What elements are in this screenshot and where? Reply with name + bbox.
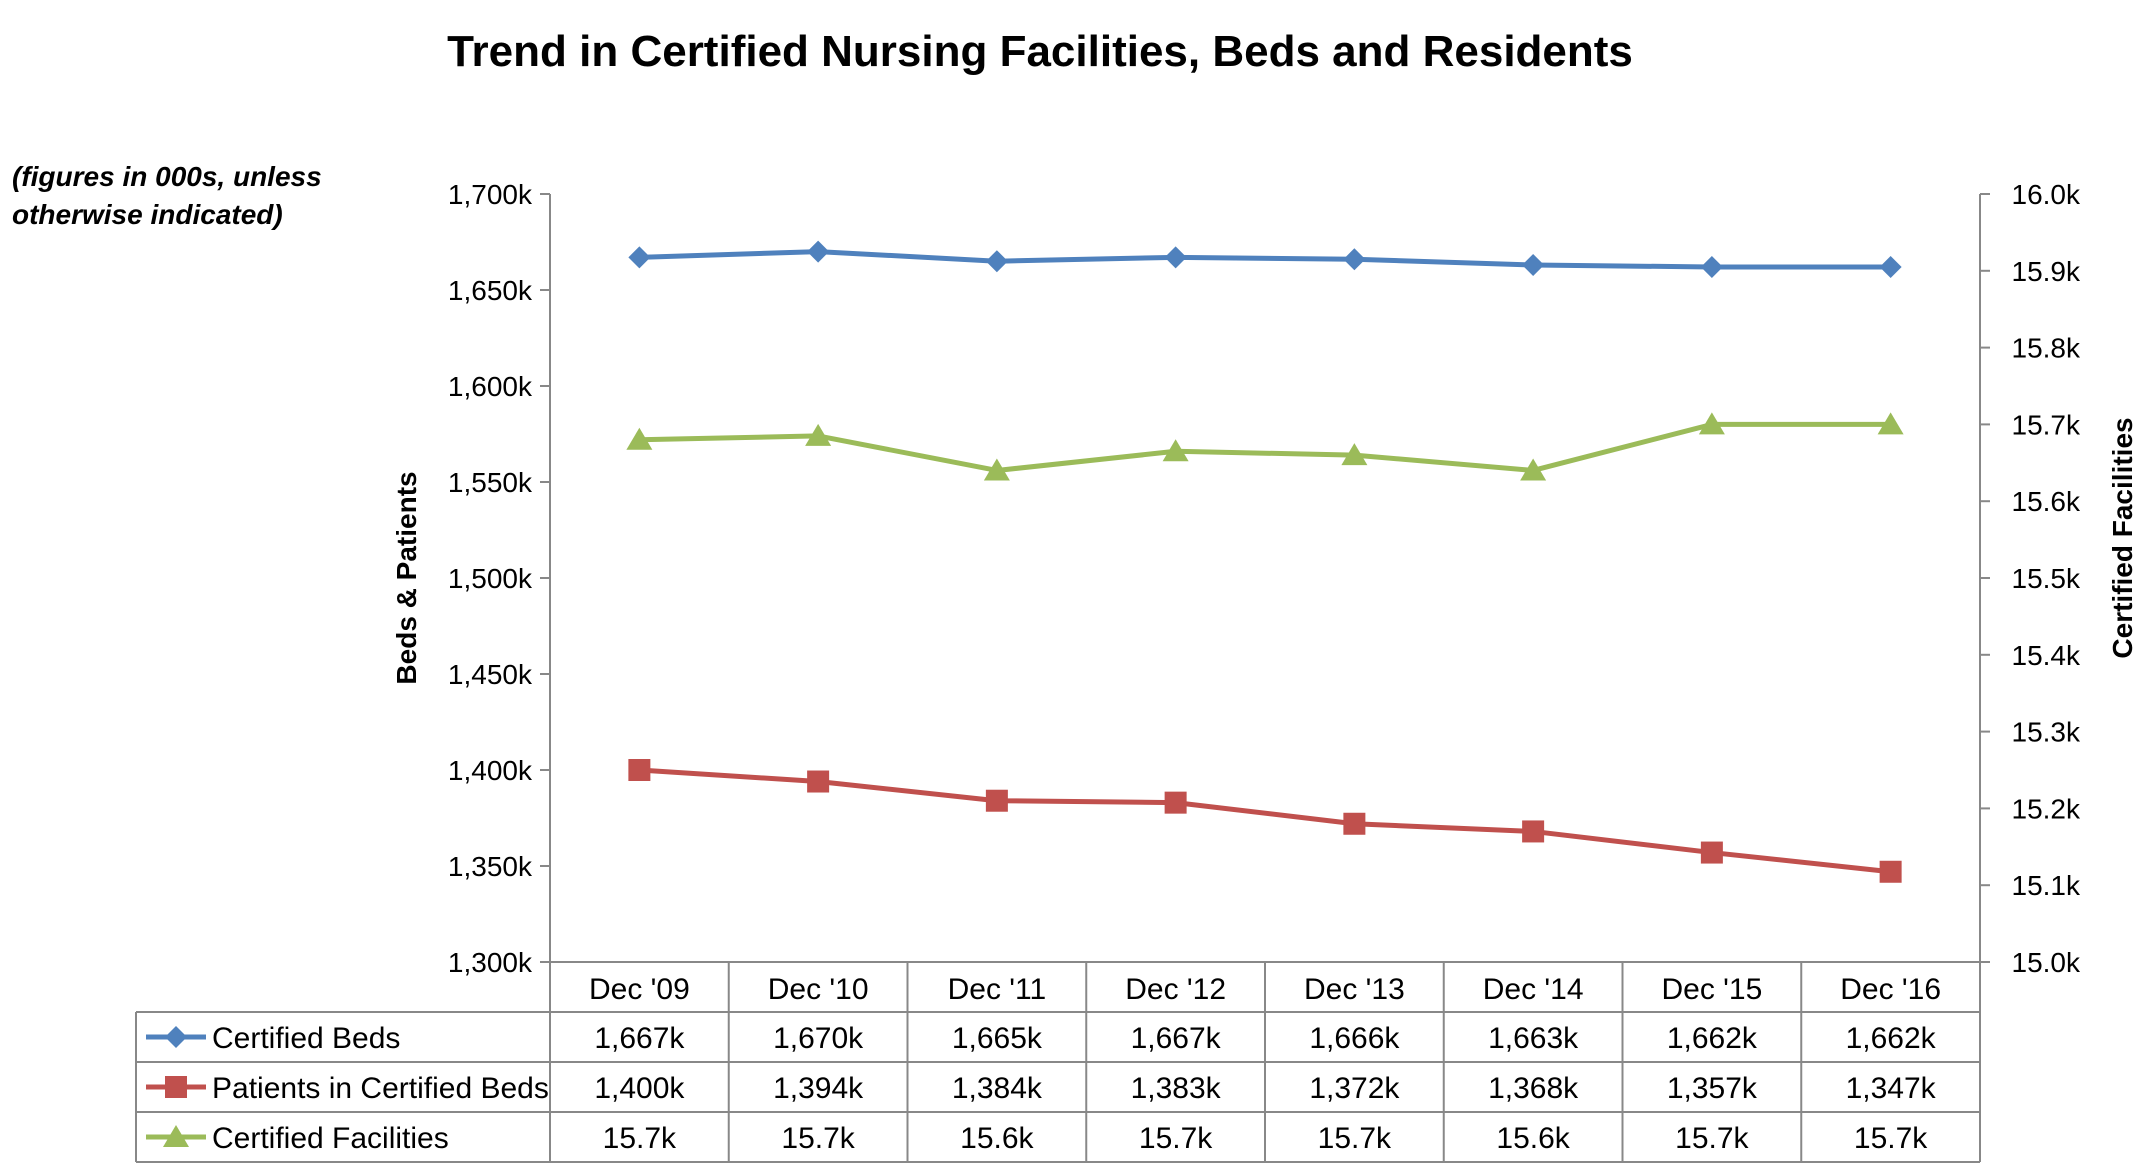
legend-label: Certified Beds [212, 1022, 400, 1055]
data-point [1879, 860, 1902, 883]
chart-title: Trend in Certified Nursing Facilities, B… [447, 27, 1633, 76]
left-axis-tick-label: 1,300k [448, 947, 533, 978]
data-label: 1,400k [594, 1072, 685, 1105]
category-label: Dec '16 [1840, 973, 1941, 1006]
right-axis-tick-label: 15.5k [2012, 563, 2081, 594]
series-line [639, 767, 1891, 875]
series-line [639, 421, 1891, 473]
data-point [1879, 255, 1902, 278]
category-label: Dec '09 [589, 973, 690, 1006]
legend-key-marker [165, 1076, 187, 1098]
data-label: 1,665k [952, 1022, 1043, 1055]
data-label: 15.7k [1139, 1122, 1213, 1155]
data-label: 15.7k [603, 1122, 677, 1155]
plot-area [626, 240, 1904, 883]
data-point [626, 427, 653, 450]
data-point [1164, 246, 1187, 269]
right-axis-title: Certified Facilities [2107, 417, 2138, 658]
data-point [1343, 812, 1366, 835]
left-axis-tick-label: 1,450k [448, 659, 533, 690]
category-label: Dec '12 [1125, 973, 1226, 1006]
right-axis-tick-label: 15.3k [2012, 717, 2081, 748]
data-label: 1,368k [1488, 1072, 1579, 1105]
data-point [1520, 458, 1547, 481]
data-label: 1,347k [1846, 1072, 1937, 1105]
data-point [1341, 443, 1368, 466]
legend-label: Certified Facilities [212, 1122, 449, 1155]
right-axis-tick-label: 15.2k [2012, 793, 2081, 824]
data-label: 1,663k [1488, 1022, 1579, 1055]
data-point [985, 789, 1008, 812]
data-label: 1,394k [773, 1072, 864, 1105]
right-axis-tick-label: 16.0k [2012, 179, 2081, 210]
right-axis-tick-label: 15.8k [2012, 333, 2081, 364]
left-axis-tick-label: 1,650k [448, 275, 533, 306]
data-point [807, 770, 830, 793]
data-label: 15.6k [1496, 1122, 1570, 1155]
data-point [628, 246, 651, 269]
category-label: Dec '14 [1483, 973, 1584, 1006]
units-note-line-2: otherwise indicated) [12, 199, 283, 230]
data-point [1877, 412, 1904, 435]
data-point [1700, 841, 1723, 864]
series-certified-facilities [626, 412, 1904, 481]
left-axis-tick-label: 1,600k [448, 371, 533, 402]
left-axis-tick-label: 1,500k [448, 563, 533, 594]
left-axis-title: Beds & Patients [391, 471, 422, 684]
series-line [639, 249, 1891, 270]
data-point [1698, 412, 1725, 435]
category-label: Dec '13 [1304, 973, 1405, 1006]
legend-key-marker [163, 1125, 189, 1147]
data-label: 1,662k [1667, 1022, 1758, 1055]
right-axis-tick-label: 15.6k [2012, 486, 2081, 517]
data-point [985, 250, 1008, 273]
data-point [807, 240, 830, 263]
data-label: 1,666k [1309, 1022, 1400, 1055]
right-axis-tick-label: 15.7k [2012, 409, 2081, 440]
category-label: Dec '10 [768, 973, 869, 1006]
axes: 1,300k 1,350k 1,400k 1,450k 1,500k 1,550k 1,60… [391, 179, 2138, 978]
data-table: Dec '09 Dec '10 Dec '11 Dec '12 Dec '13 Dec '… [135, 961, 1981, 1163]
category-label: Dec '15 [1661, 973, 1762, 1006]
left-axis-tick-label: 1,700k [448, 179, 533, 210]
left-axis-tick-label: 1,400k [448, 755, 533, 786]
legend-key-marker [165, 1026, 187, 1048]
data-point [805, 423, 832, 446]
data-point [1343, 248, 1366, 271]
data-label: 15.6k [960, 1122, 1034, 1155]
data-label: 1,357k [1667, 1072, 1758, 1105]
data-point [1164, 791, 1187, 814]
data-label: 15.7k [1675, 1122, 1749, 1155]
data-point [628, 759, 651, 781]
right-axis-tick-label: 15.1k [2012, 870, 2081, 901]
data-label: 1,384k [952, 1072, 1043, 1105]
units-note-line-1: (figures in 000s, unless [12, 161, 322, 192]
data-point [1700, 255, 1723, 278]
data-label: 1,670k [773, 1022, 864, 1055]
category-label: Dec '11 [948, 973, 1047, 1006]
data-point [1162, 439, 1189, 462]
data-point [983, 458, 1010, 481]
data-label: 1,667k [594, 1022, 685, 1055]
left-axis-tick-label: 1,550k [448, 467, 533, 498]
data-label: 15.7k [1854, 1122, 1928, 1155]
right-axis-tick-label: 15.4k [2012, 640, 2081, 671]
data-label: 1,383k [1131, 1072, 1222, 1105]
legend-label: Patients in Certified Beds [212, 1072, 549, 1105]
right-axis-tick-label: 15.0k [2012, 947, 2081, 978]
left-axis-tick-label: 1,350k [448, 851, 533, 882]
data-label: 15.7k [781, 1122, 855, 1155]
data-label: 1,662k [1846, 1022, 1937, 1055]
right-axis-tick-label: 15.9k [2012, 256, 2081, 287]
series-certified-beds [628, 240, 1902, 278]
data-point [1522, 820, 1545, 843]
series-patients-in-certified-beds [628, 759, 1902, 883]
data-label: 1,667k [1131, 1022, 1222, 1055]
data-label: 1,372k [1309, 1072, 1400, 1105]
data-point [1522, 254, 1545, 277]
data-label: 15.7k [1318, 1122, 1392, 1155]
